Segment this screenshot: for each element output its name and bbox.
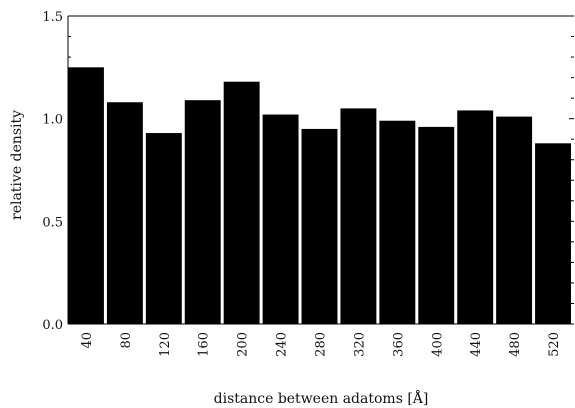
x-tick-label-400: 400: [430, 332, 445, 357]
bar-80: [106, 102, 143, 325]
bar-320: [340, 108, 377, 325]
bar-160: [184, 100, 221, 324]
bar-520: [535, 143, 571, 324]
bar-280: [301, 128, 338, 324]
x-tick-label-480: 480: [508, 332, 523, 357]
x-tick-label-240: 240: [275, 332, 290, 357]
x-tick-label-40: 40: [80, 332, 95, 349]
x-tick-label-320: 320: [352, 332, 367, 357]
bar-400: [418, 126, 455, 324]
plot-frame: [67, 15, 574, 325]
x-tick-label-280: 280: [314, 332, 329, 357]
x-tick-label-440: 440: [469, 332, 484, 357]
bar-40: [68, 67, 104, 324]
bar-200: [223, 81, 260, 325]
y-tick-label: 0.0: [42, 318, 63, 333]
x-axis-label: distance between adatoms [Å]: [214, 389, 429, 407]
y-tick-label: 0.5: [42, 215, 63, 230]
y-axis-label: relative density: [9, 110, 25, 220]
y-tick-label: 1.5: [42, 10, 63, 25]
x-tick-label-520: 520: [547, 332, 562, 357]
y-axis-ticks: 0.0 0.5 1.0 1.5: [42, 10, 574, 333]
x-tick-label-120: 120: [158, 332, 173, 357]
bar-360: [379, 120, 416, 324]
x-tick-label-160: 160: [197, 332, 212, 357]
bar-120: [145, 133, 182, 324]
x-tick-label-80: 80: [119, 332, 134, 349]
x-tick-label-200: 200: [236, 332, 251, 357]
x-tick-label-360: 360: [391, 332, 406, 357]
bars-group: [68, 67, 571, 325]
bar-240: [262, 114, 299, 324]
bar-440: [457, 110, 494, 324]
y-tick-label: 1.0: [42, 113, 63, 128]
bar-480: [496, 116, 533, 324]
x-axis-tick-labels: 40 80 120 160 200 240 280 320 360 400 440 480 520: [80, 332, 562, 357]
